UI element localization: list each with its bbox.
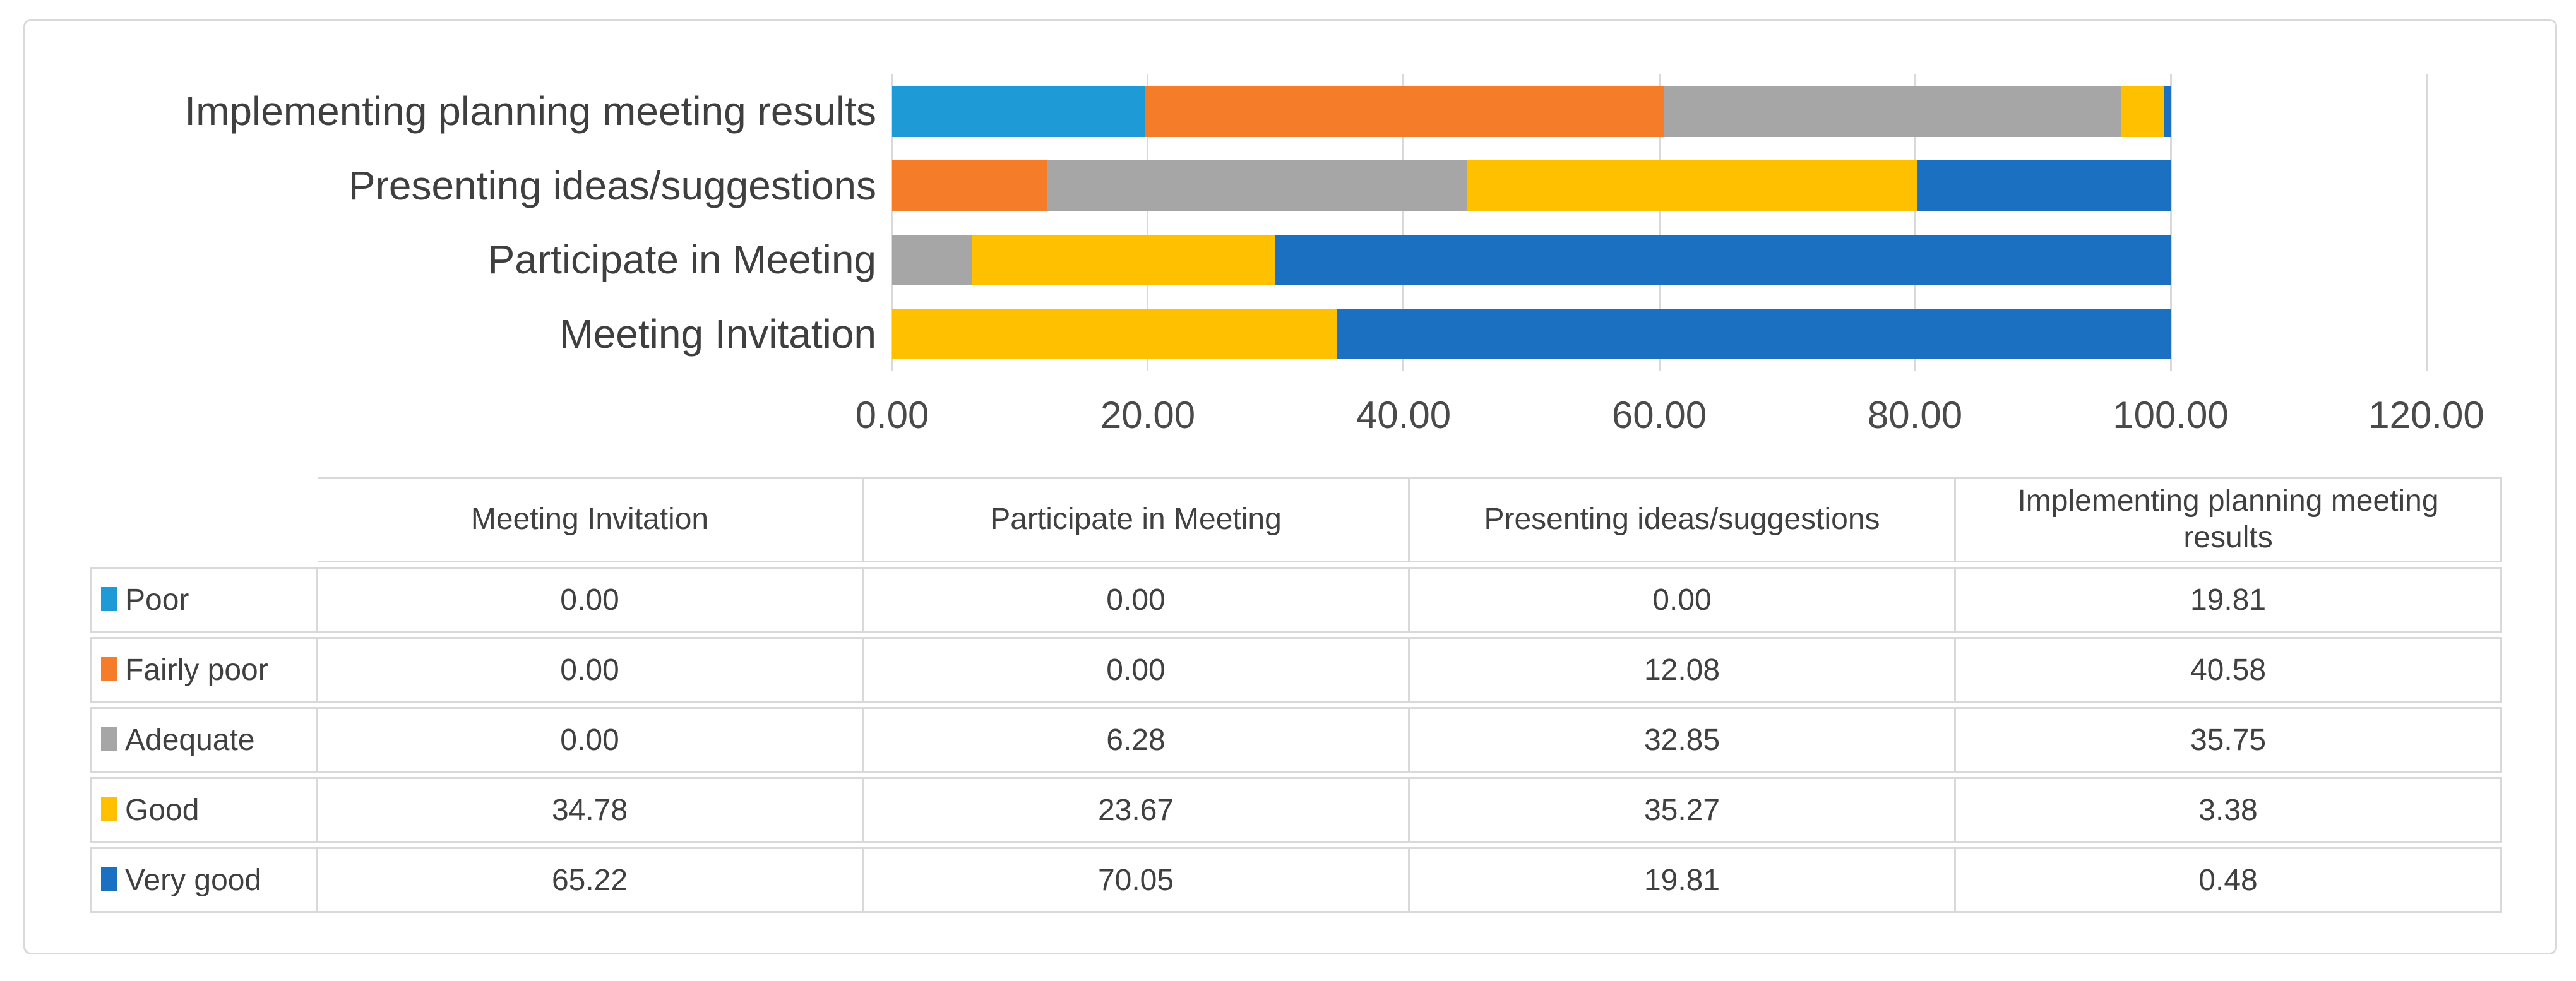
bar-segment-fairly-poor	[1145, 86, 1664, 137]
table-value-cell: 12.08	[1410, 637, 1956, 703]
bar-segment-good	[1466, 160, 1918, 211]
legend-cell: Fairly poor	[90, 637, 318, 703]
table-value-cell: 35.75	[1956, 707, 2502, 773]
bar-segment-good	[2121, 86, 2165, 137]
table-value-cell: 0.00	[318, 707, 864, 773]
bar-row	[892, 234, 2426, 285]
chart-figure[interactable]: Implementing planning meeting results Pre…	[23, 19, 2557, 954]
x-tick-label: 0.00	[855, 394, 929, 436]
x-gridline	[1658, 74, 1661, 371]
plot-area: 0.00 20.00 40.00 60.00 80.00 100.00 120.00	[856, 74, 2484, 436]
table-value-cell: 0.00	[1410, 567, 1956, 633]
x-tick-label: 80.00	[1867, 394, 1963, 436]
bar-segment-adequate	[892, 234, 973, 285]
bar-segment-very-good	[1337, 309, 2171, 360]
bar-segment-adequate	[1046, 160, 1467, 211]
bar-segment-poor	[892, 86, 1146, 137]
category-label: Implementing planning meeting results	[184, 88, 876, 134]
legend-label: Poor	[125, 583, 189, 617]
table-corner-cell	[90, 477, 318, 562]
x-gridline	[2425, 74, 2428, 371]
bar-row	[892, 160, 2426, 211]
category-label: Meeting Invitation	[559, 311, 876, 357]
table-row: Good 34.78 23.67 35.27 3.38	[90, 777, 2502, 843]
table-column-header: Meeting Invitation	[318, 477, 864, 562]
bar-row	[892, 86, 2426, 137]
legend-label: Good	[125, 793, 200, 827]
table-value-cell: 0.00	[318, 567, 864, 633]
table-value-cell: 70.05	[864, 847, 1410, 913]
x-gridline	[1402, 74, 1405, 371]
table-value-cell: 0.00	[864, 637, 1410, 703]
legend-label: Very good	[125, 863, 262, 897]
legend-label: Fairly poor	[125, 653, 268, 687]
table-value-cell: 40.58	[1956, 637, 2502, 703]
table-row: Very good 65.22 70.05 19.81 0.48	[90, 847, 2502, 913]
bar-segment-fairly-poor	[892, 160, 1047, 211]
category-axis: Implementing planning meeting results Pre…	[25, 74, 876, 371]
table-row: Poor 0.00 0.00 0.00 19.81	[90, 567, 2502, 633]
bar-row	[892, 309, 2426, 360]
table-row: Adequate 0.00 6.28 32.85 35.75	[90, 707, 2502, 773]
table-value-cell: 19.81	[1956, 567, 2502, 633]
bar-segment-good	[972, 234, 1275, 285]
x-gridline	[1914, 74, 1916, 371]
legend-swatch-icon	[101, 867, 117, 891]
category-label: Presenting ideas/suggestions	[348, 162, 876, 208]
table-value-cell: 23.67	[864, 777, 1410, 843]
table-value-cell: 0.00	[318, 637, 864, 703]
legend-swatch-icon	[101, 797, 117, 821]
x-tick-label: 120.00	[2368, 394, 2484, 436]
legend-cell: Good	[90, 777, 318, 843]
table-value-cell: 19.81	[1410, 847, 1956, 913]
x-gridline	[891, 74, 893, 371]
legend-swatch-icon	[101, 657, 117, 681]
table-value-cell: 6.28	[864, 707, 1410, 773]
table-value-cell: 32.85	[1410, 707, 1956, 773]
bar-segment-very-good	[1917, 160, 2171, 211]
table-value-cell: 65.22	[318, 847, 864, 913]
table-value-cell: 35.27	[1410, 777, 1956, 843]
table-value-cell: 0.48	[1956, 847, 2502, 913]
bar-segment-very-good	[1275, 234, 2171, 285]
x-tick-label: 20.00	[1100, 394, 1196, 436]
x-tick-label: 60.00	[1611, 394, 1707, 436]
x-gridline	[1147, 74, 1149, 371]
bar-segment-adequate	[1664, 86, 2121, 137]
legend-label: Adequate	[125, 723, 255, 757]
table-column-header: Presenting ideas/suggestions	[1410, 477, 1956, 562]
x-tick-label: 100.00	[2113, 394, 2229, 436]
x-tick-label: 40.00	[1356, 394, 1452, 436]
table-value-cell: 3.38	[1956, 777, 2502, 843]
table-header-row: Meeting Invitation Participate in Meeting…	[90, 477, 2502, 562]
legend-cell: Adequate	[90, 707, 318, 773]
x-gridline	[2169, 74, 2172, 371]
table-value-cell: 0.00	[864, 567, 1410, 633]
legend-swatch-icon	[101, 727, 117, 751]
table-value-cell: 34.78	[318, 777, 864, 843]
bar-segment-very-good	[2164, 86, 2171, 137]
legend-cell: Poor	[90, 567, 318, 633]
legend-cell: Very good	[90, 847, 318, 913]
chart-data-table: Meeting Invitation Participate in Meeting…	[90, 472, 2502, 917]
legend-swatch-icon	[101, 586, 117, 611]
category-label: Participate in Meeting	[487, 237, 876, 282]
table-column-header: Implementing planning meeting results	[1956, 477, 2502, 562]
table-body: Poor 0.00 0.00 0.00 19.81 Fairly poor 0.00 0.00…	[90, 567, 2502, 913]
bar-segment-good	[892, 309, 1337, 360]
table-row: Fairly poor 0.00 0.00 12.08 40.58	[90, 637, 2502, 703]
table-column-header: Participate in Meeting	[864, 477, 1410, 562]
